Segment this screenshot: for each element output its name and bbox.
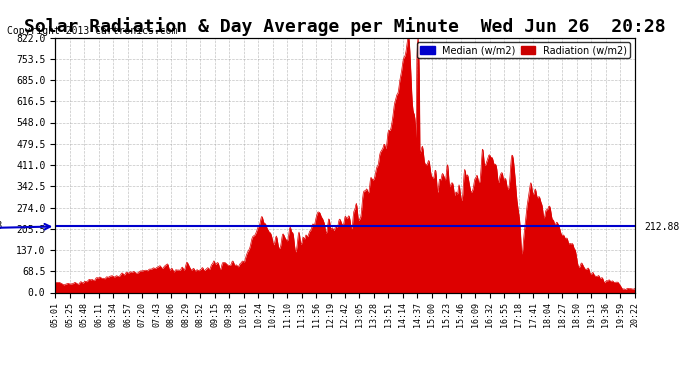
Title: Solar Radiation & Day Average per Minute  Wed Jun 26  20:28: Solar Radiation & Day Average per Minute…: [24, 17, 666, 36]
Legend: Median (w/m2), Radiation (w/m2): Median (w/m2), Radiation (w/m2): [417, 42, 630, 58]
Text: Copyright 2013 Cartronics.com: Copyright 2013 Cartronics.com: [7, 26, 177, 36]
Text: 212.88: 212.88: [0, 222, 3, 231]
